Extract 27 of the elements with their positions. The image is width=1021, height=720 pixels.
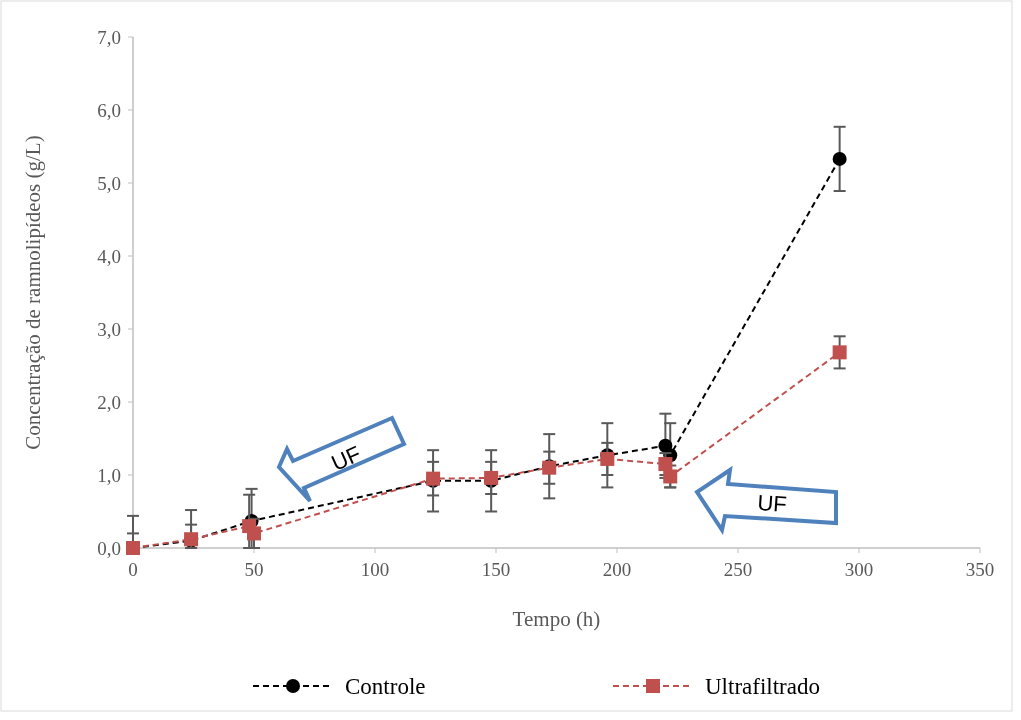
y-tick-label: 3,0 xyxy=(97,318,121,340)
legend-label: Controle xyxy=(345,674,426,700)
y-tick-label: 7,0 xyxy=(97,26,121,48)
point xyxy=(658,457,673,472)
x-tick-label: 0 xyxy=(128,559,138,580)
legend-label: Ultrafiltrado xyxy=(705,674,820,700)
x-tick-label: 200 xyxy=(602,559,632,580)
x-tick-label: 350 xyxy=(965,559,995,580)
point xyxy=(832,345,847,360)
x-axis-title: Tempo (h) xyxy=(512,607,601,631)
y-tick-label: 1,0 xyxy=(97,464,121,486)
y-tick-label: 0,0 xyxy=(97,537,121,559)
point xyxy=(832,151,847,166)
annotation: UF xyxy=(756,490,788,517)
y-tick-label: 6,0 xyxy=(97,99,121,121)
annotation: UF xyxy=(327,441,365,476)
y-tick-label: 4,0 xyxy=(97,245,121,267)
point xyxy=(663,469,678,484)
x-tick-label: 150 xyxy=(481,559,511,580)
y-tick-label: 2,0 xyxy=(97,391,121,413)
x-tick-label: 100 xyxy=(360,559,390,580)
y-axis-title: Concentração de ramnolipídeos (g/L) xyxy=(21,135,45,450)
y-tick-label: 5,0 xyxy=(97,172,121,194)
x-tick-label: 300 xyxy=(844,559,874,580)
point xyxy=(247,526,261,541)
x-tick-label: 50 xyxy=(244,559,264,580)
x-tick-label: 250 xyxy=(723,559,753,580)
